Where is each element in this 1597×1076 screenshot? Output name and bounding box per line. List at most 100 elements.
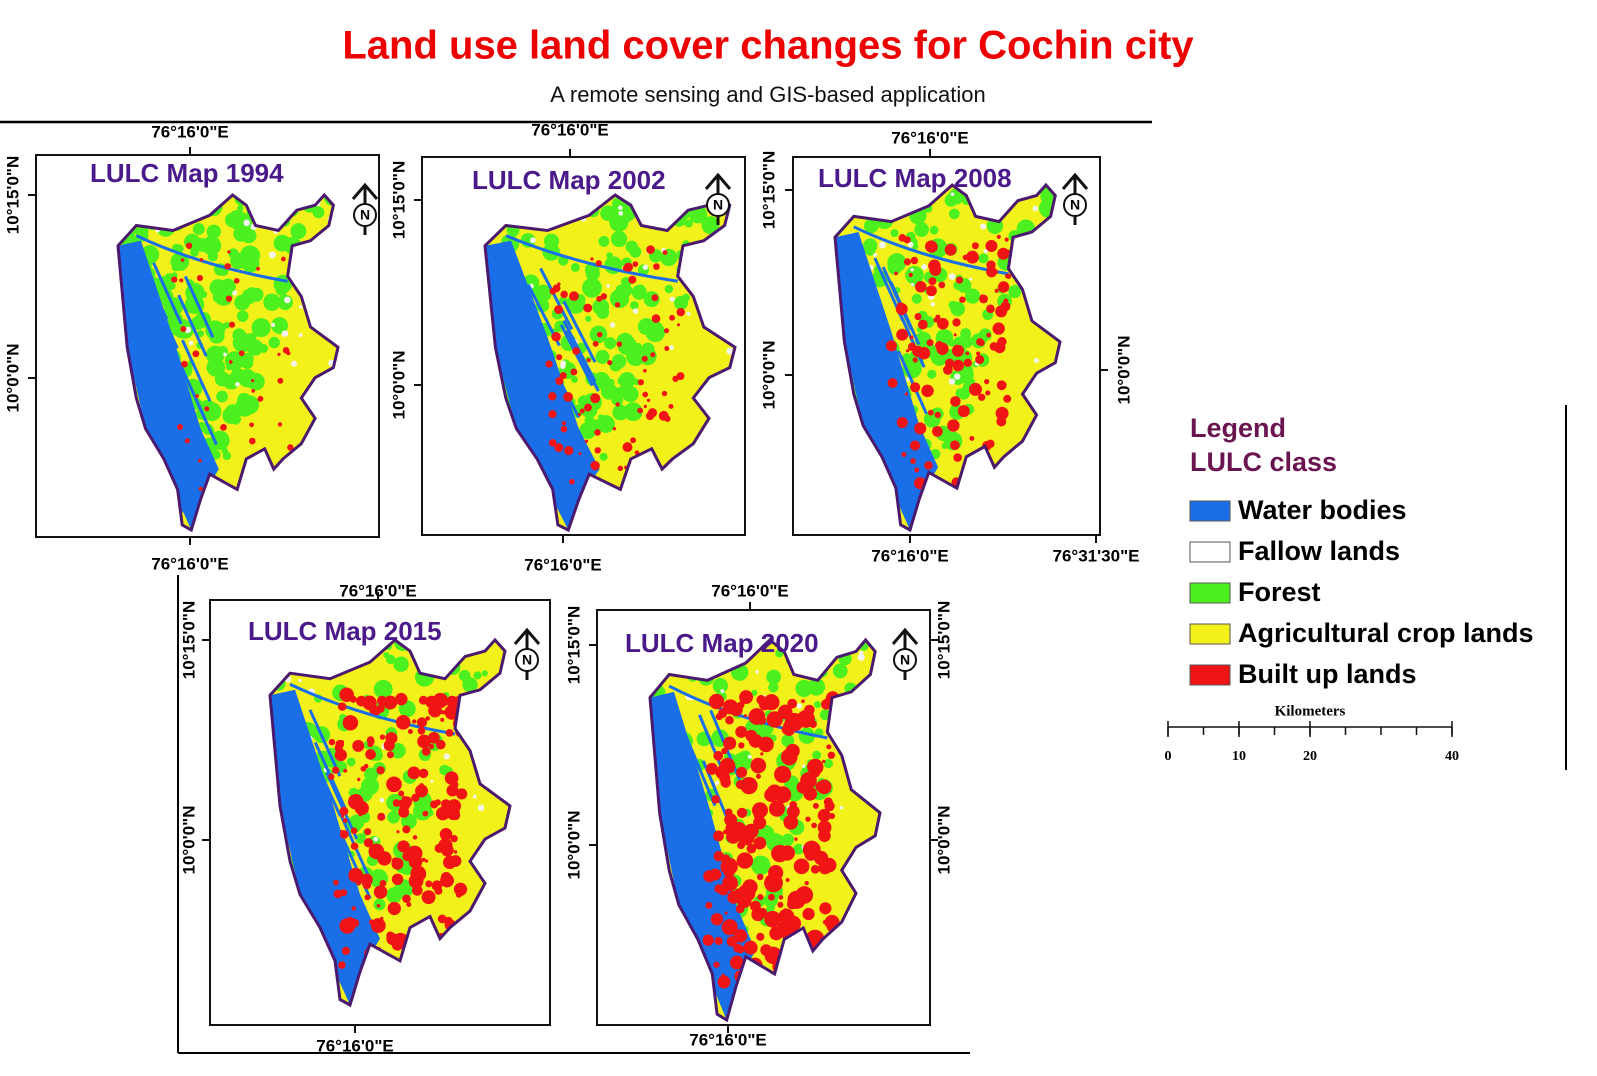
built-up-patch <box>908 272 913 278</box>
built-up-patch <box>417 734 431 749</box>
built-up-patch <box>393 861 400 868</box>
built-up-patch <box>560 290 568 299</box>
built-up-patch <box>328 738 336 746</box>
forest-patch <box>582 277 602 298</box>
built-up-patch <box>739 783 745 789</box>
built-up-patch <box>928 277 937 286</box>
fallow-patch <box>669 345 674 350</box>
built-up-patch <box>976 351 981 356</box>
built-up-patch <box>352 739 365 752</box>
forest-patch <box>911 293 922 304</box>
forest-patch <box>775 649 784 658</box>
built-up-patch <box>363 838 374 848</box>
forest-patch <box>674 295 689 310</box>
built-up-patch <box>412 719 417 724</box>
built-up-patch <box>802 840 821 859</box>
built-up-patch <box>362 880 372 890</box>
built-up-patch <box>896 328 909 341</box>
fallow-patch <box>714 780 720 786</box>
forest-patch <box>960 328 972 340</box>
built-up-patch <box>749 900 761 912</box>
built-up-patch <box>887 378 898 389</box>
river <box>135 234 288 283</box>
built-up-patch <box>440 872 452 883</box>
built-up-patch <box>351 802 355 807</box>
built-up-patch <box>548 392 557 401</box>
built-up-patch <box>455 891 462 898</box>
fallow-patch <box>299 305 303 309</box>
built-up-patch <box>736 766 748 778</box>
built-up-patch <box>441 710 446 715</box>
forest-patch <box>585 315 592 322</box>
water-channel <box>872 401 903 466</box>
forest-patch <box>739 750 752 762</box>
built-up-patch <box>334 748 347 762</box>
built-up-patch <box>453 850 458 854</box>
built-up-patch <box>959 296 966 303</box>
built-up-patch <box>986 332 992 338</box>
forest-patch <box>209 238 217 245</box>
water-channel <box>304 808 338 876</box>
built-up-patch <box>738 742 745 749</box>
built-up-patch <box>392 799 401 807</box>
built-up-patch <box>421 890 436 905</box>
legend-swatch <box>1189 623 1231 645</box>
built-up-patch <box>978 393 986 401</box>
built-up-patch <box>756 873 764 881</box>
built-up-patch <box>768 893 775 901</box>
built-up-patch <box>181 360 188 368</box>
forest-patch <box>978 253 989 264</box>
built-up-patch <box>971 242 979 250</box>
north-arrow-ring <box>353 203 377 227</box>
legend-title: Legend <box>1190 413 1286 443</box>
built-up-patch <box>559 372 567 380</box>
built-up-patch <box>408 854 423 869</box>
built-up-patch <box>592 340 599 347</box>
fallow-patch <box>618 211 624 216</box>
coordinate-label: 10°0'0"N <box>179 806 198 875</box>
fallow-patch <box>606 284 610 288</box>
built-up-patch <box>354 801 369 816</box>
map-panel: N LULC Map 2015 76°16'0"E 76°16'0"E 10°15'0"… <box>179 581 551 1055</box>
water-channel <box>183 275 215 338</box>
built-up-patch <box>572 347 580 355</box>
built-up-patch <box>251 379 255 383</box>
coordinate-label: 10°0'0"N <box>759 341 778 410</box>
built-up-patch <box>774 765 792 784</box>
forest-patch <box>238 369 257 388</box>
built-up-patch <box>992 322 1005 335</box>
fallow-patch <box>910 282 915 287</box>
built-up-patch <box>926 339 934 347</box>
built-up-patch <box>952 318 961 327</box>
built-up-patch <box>664 346 670 351</box>
built-up-patch <box>333 889 343 899</box>
legend-label: Forest <box>1238 577 1321 607</box>
coordinate-label: 76°16'0"E <box>524 555 602 574</box>
water-channel <box>507 337 542 401</box>
built-up-patch <box>642 391 649 398</box>
built-up-patch <box>407 766 421 780</box>
forest-patch <box>355 833 366 844</box>
forest-patch <box>199 239 213 253</box>
forest-patch <box>949 208 960 220</box>
built-up-patch <box>623 262 633 272</box>
forest-patch <box>598 235 610 247</box>
built-up-patch <box>428 731 440 744</box>
built-up-patch <box>338 961 346 969</box>
forest-patch <box>206 224 221 239</box>
fallow-patch <box>223 352 227 357</box>
built-up-patch <box>724 911 728 915</box>
forest-patch <box>211 449 221 460</box>
north-arrow: N <box>513 627 541 680</box>
built-up-patch <box>277 352 281 356</box>
built-up-patch <box>778 895 784 900</box>
built-up-patch <box>757 907 768 919</box>
water-channel <box>704 918 737 989</box>
map-panel: N LULC Map 1994 76°16'0"E 76°16'0"E 10°15'0"… <box>3 122 380 573</box>
built-up-patch <box>367 741 374 748</box>
water-channel <box>147 408 178 471</box>
forest-patch <box>231 213 241 223</box>
forest-patch <box>263 293 281 311</box>
built-up-patch <box>377 851 392 866</box>
forest-patch <box>348 814 365 831</box>
